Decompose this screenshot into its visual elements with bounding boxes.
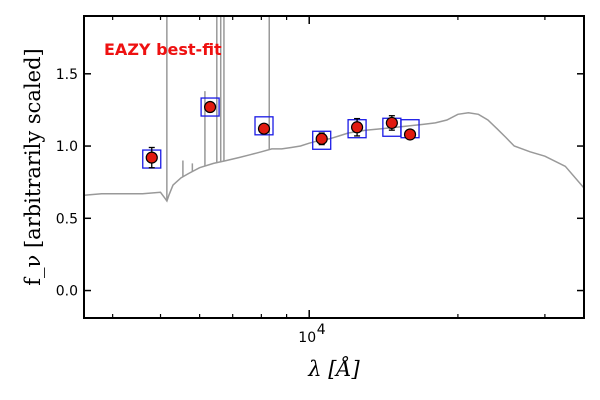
model-photometry-marker: [312, 130, 332, 150]
observed-point: [350, 121, 364, 134]
y-tick-label: 1.0: [56, 139, 78, 155]
plot-area: [84, 16, 584, 203]
observed-point: [385, 116, 398, 130]
series-group: [84, 16, 584, 203]
model-photometry-marker: [200, 97, 220, 117]
observed-point: [403, 128, 417, 141]
annotation-label: EAZY best-fit: [104, 40, 222, 59]
x-tick-label: 10: [298, 330, 316, 346]
x-tick-label-exponent: 4: [317, 322, 326, 338]
observed-point: [257, 122, 271, 135]
model-spectrum-line: [84, 112, 584, 203]
y-axis-title: f_ν [arbitrarily scaled]: [21, 48, 45, 285]
observed-point: [203, 100, 217, 114]
y-tick-label: 0.0: [56, 284, 78, 300]
model-photometry-marker: [254, 116, 274, 136]
x-axis-title: λ [Å]: [307, 356, 360, 381]
axes: 0.0 0.5 1.0 1.5 10 4: [56, 15, 585, 346]
y-tick-label: 1.5: [56, 67, 78, 83]
observed-point: [315, 132, 328, 145]
y-tick-label: 0.5: [56, 211, 78, 227]
plot-frame: [83, 15, 585, 319]
observed-point: [145, 151, 158, 164]
